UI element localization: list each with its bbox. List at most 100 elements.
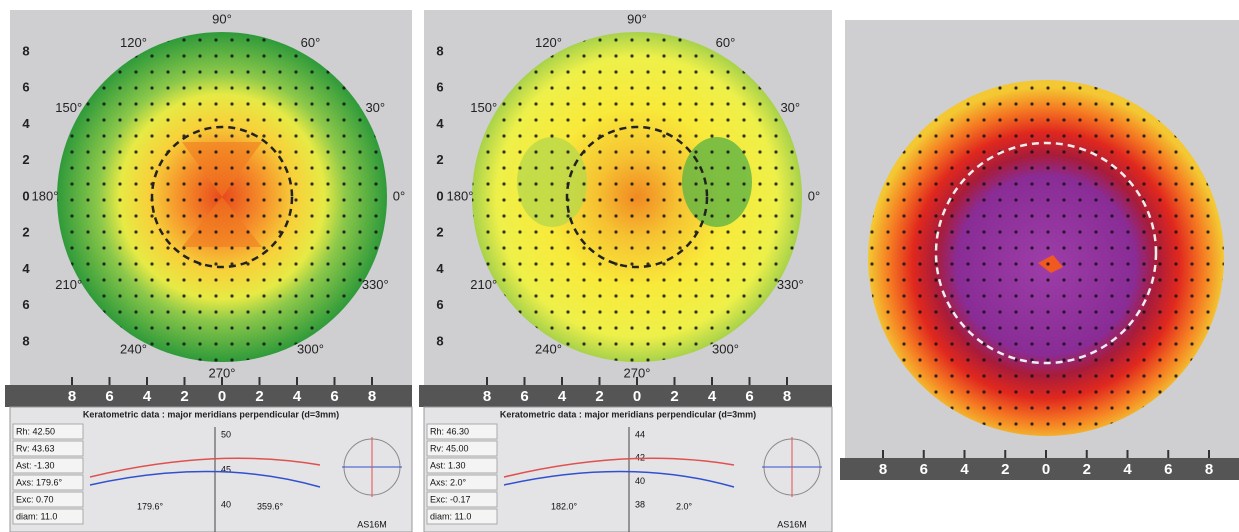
axis-tick-label: 4: [708, 388, 717, 405]
footer: AS16M: [357, 519, 387, 529]
data-title: Keratometric data : major meridians perp…: [500, 409, 756, 419]
axis-tick-label: 6: [1164, 461, 1172, 478]
data-row: Ast: -1.30: [16, 460, 55, 470]
angle-label: 60°: [301, 35, 321, 50]
angle-label: 90°: [212, 11, 232, 26]
vertical-tick-label: 8: [22, 43, 29, 58]
axis-bar: [5, 385, 412, 407]
data-row: Ast: 1.30: [430, 460, 466, 470]
axis-tick-label: 0: [218, 388, 226, 405]
data-row: Axs: 179.6°: [16, 477, 63, 487]
vertical-tick-label: 4: [22, 116, 30, 131]
data-row: Exc: 0.70: [16, 494, 54, 504]
vertical-tick-label: 4: [436, 116, 444, 131]
meridian-label: 179.6°: [137, 501, 164, 511]
axis-tick-label: 8: [368, 388, 376, 405]
axis-tick-label: 2: [180, 388, 188, 405]
vertical-tick-label: 0: [436, 188, 443, 203]
angle-label: 150°: [55, 100, 82, 115]
data-row: Rh: 46.30: [430, 426, 469, 436]
axis-tick-label: 8: [783, 388, 791, 405]
axis-tick-label: 2: [1001, 461, 1009, 478]
vertical-tick-label: 2: [22, 152, 29, 167]
angle-label: 180°: [447, 188, 474, 203]
angle-label: 240°: [120, 342, 147, 357]
graph-label: 44: [635, 429, 645, 439]
data-row: Exc: -0.17: [430, 494, 471, 504]
axis-bar: [419, 385, 832, 407]
meridian-label: 359.6°: [257, 501, 284, 511]
vertical-tick-label: 4: [436, 261, 444, 276]
dot-grid: [472, 32, 802, 362]
vertical-tick-label: 4: [22, 261, 30, 276]
angle-label: 210°: [470, 277, 497, 292]
graph-label: 40: [635, 476, 645, 486]
graph-label: 50: [221, 429, 231, 439]
angle-label: 150°: [470, 100, 497, 115]
angle-label: 120°: [120, 35, 147, 50]
axis-tick-label: 8: [879, 461, 887, 478]
axis-tick-label: 2: [595, 388, 603, 405]
axis-tick-label: 4: [143, 388, 152, 405]
graph-label: 38: [635, 499, 645, 509]
angle-label: 90°: [627, 11, 647, 26]
data-title: Keratometric data : major meridians perp…: [83, 409, 339, 419]
angle-label: 30°: [365, 100, 385, 115]
vertical-tick-label: 2: [22, 225, 29, 240]
angle-label: 60°: [716, 35, 736, 50]
vertical-tick-label: 6: [22, 297, 29, 312]
vertical-tick-label: 8: [436, 43, 443, 58]
axis-tick-label: 4: [558, 388, 567, 405]
axis-tick-label: 0: [633, 388, 641, 405]
axis-tick-label: 2: [1083, 461, 1091, 478]
graph-label: 45: [221, 464, 231, 474]
dot-grid: [868, 80, 1224, 436]
topography-figure: 90°120°60°150°30°180°0°210°330°240°300°2…: [0, 0, 1239, 532]
vertical-tick-label: 0: [22, 188, 29, 203]
vertical-tick-label: 8: [22, 333, 29, 348]
axis-tick-label: 6: [520, 388, 528, 405]
angle-label: 330°: [362, 277, 389, 292]
angle-label: 300°: [712, 342, 739, 357]
data-row: Axs: 2.0°: [430, 477, 467, 487]
meridian-label: 2.0°: [676, 501, 693, 511]
footer: AS16M: [777, 519, 807, 529]
data-row: diam: 11.0: [430, 511, 471, 521]
meridian-label: 182.0°: [551, 501, 578, 511]
axis-tick-label: 8: [483, 388, 491, 405]
data-row: diam: 11.0: [16, 511, 57, 521]
data-row: Rv: 45.00: [430, 443, 469, 453]
vertical-tick-label: 6: [436, 80, 443, 95]
vertical-tick-label: 8: [436, 333, 443, 348]
axis-tick-label: 6: [745, 388, 753, 405]
axis-tick-label: 8: [1205, 461, 1213, 478]
graph-label: 40: [221, 499, 231, 509]
angle-label: 240°: [535, 342, 562, 357]
data-row: Rh: 42.50: [16, 426, 55, 436]
axis-tick-label: 0: [1042, 461, 1050, 478]
axis-tick-label: 8: [68, 388, 76, 405]
data-row: Rv: 43.63: [16, 443, 55, 453]
axis-tick-label: 2: [670, 388, 678, 405]
angle-label: 0°: [808, 188, 820, 203]
angle-label: 30°: [780, 100, 800, 115]
axis-bar: [840, 458, 1239, 480]
dot-grid: [57, 32, 387, 362]
vertical-tick-label: 6: [436, 297, 443, 312]
angle-label: 120°: [535, 35, 562, 50]
angle-label: 210°: [55, 277, 82, 292]
axis-tick-label: 6: [105, 388, 113, 405]
vertical-tick-label: 6: [22, 80, 29, 95]
axis-tick-label: 6: [330, 388, 338, 405]
angle-label: 330°: [777, 277, 804, 292]
axis-tick-label: 4: [293, 388, 302, 405]
axis-tick-label: 6: [920, 461, 928, 478]
axis-tick-label: 2: [255, 388, 263, 405]
vertical-tick-label: 2: [436, 152, 443, 167]
angle-label: 180°: [32, 188, 59, 203]
axis-tick-label: 4: [1123, 461, 1132, 478]
angle-label: 300°: [297, 342, 324, 357]
axis-tick-label: 4: [960, 461, 969, 478]
angle-label: 0°: [393, 188, 405, 203]
vertical-tick-label: 2: [436, 225, 443, 240]
